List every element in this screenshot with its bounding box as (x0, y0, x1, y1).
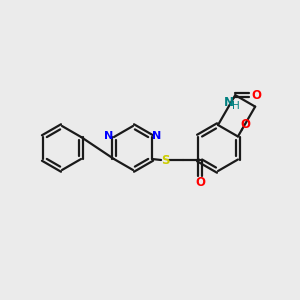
Text: O: O (240, 118, 250, 131)
Text: O: O (251, 88, 261, 102)
Text: N: N (224, 96, 233, 109)
Text: H: H (232, 101, 239, 111)
Text: N: N (104, 131, 114, 141)
Text: N: N (152, 131, 162, 141)
Text: O: O (195, 176, 205, 190)
Text: S: S (161, 154, 169, 166)
